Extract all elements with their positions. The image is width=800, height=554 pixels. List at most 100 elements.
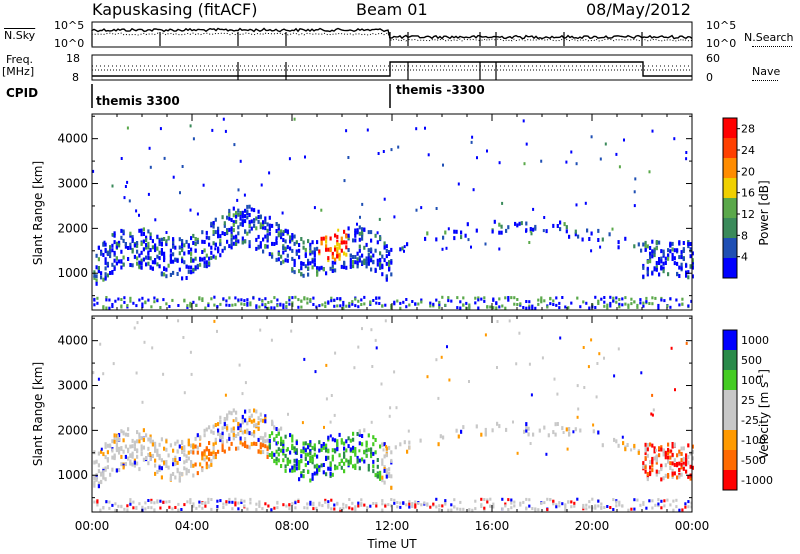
- svg-text:Power [dB]: Power [dB]: [757, 180, 771, 245]
- echo-cell: [277, 431, 280, 436]
- echo-cell: [676, 271, 679, 276]
- echo-cell: [655, 448, 657, 452]
- echo-cell: [343, 469, 346, 474]
- echo-cell: [518, 331, 521, 335]
- echo-cell: [333, 298, 336, 302]
- echo-cell: [244, 239, 247, 244]
- echo-cell: [97, 257, 100, 262]
- echo-cell: [151, 239, 154, 244]
- echo-cell: [239, 159, 242, 163]
- echo-cell: [493, 219, 496, 224]
- echo-cell: [396, 299, 399, 303]
- echo-cell: [552, 502, 555, 506]
- echo-cell: [246, 231, 249, 236]
- colorbar-frame: [722, 117, 738, 279]
- echo-cell: [248, 418, 251, 423]
- echo-cell: [114, 299, 117, 303]
- echo-cell: [259, 412, 262, 417]
- echo-cell: [141, 400, 144, 404]
- echo-cell: [214, 230, 217, 235]
- echo-cell: [453, 229, 456, 234]
- echo-cell: [653, 456, 656, 461]
- echo-cell: [100, 275, 103, 280]
- echo-cell: [646, 270, 649, 275]
- echo-cell: [258, 503, 261, 506]
- echo-cell: [178, 444, 181, 449]
- echo-cell: [543, 425, 546, 430]
- echo-cell: [135, 209, 138, 213]
- echo-cell: [277, 226, 280, 231]
- echo-cell: [393, 498, 396, 502]
- echo-cell: [271, 241, 274, 246]
- echo-cell: [93, 273, 96, 278]
- echo-cell: [127, 456, 130, 461]
- echo-cell: [187, 250, 190, 254]
- echo-cell: [558, 306, 561, 310]
- echo-cell: [390, 474, 393, 479]
- echo-cell: [597, 430, 600, 435]
- echo-cell: [618, 302, 621, 306]
- echo-cell: [680, 446, 683, 451]
- echo-cell: [115, 438, 118, 443]
- echo-cell: [546, 497, 549, 501]
- echo-cell: [97, 463, 100, 468]
- echo-cell: [501, 304, 504, 308]
- echo-cell: [374, 248, 377, 253]
- echo-cell: [486, 149, 488, 153]
- echo-cell: [154, 445, 157, 449]
- echo-cell: [379, 444, 382, 449]
- echo-cell: [136, 449, 139, 454]
- echo-cell: [270, 306, 273, 310]
- echo-cell: [135, 304, 138, 308]
- echo-cell: [276, 500, 279, 504]
- echo-cell: [342, 306, 345, 310]
- echo-cell: [555, 303, 558, 307]
- echo-cell: [304, 463, 307, 468]
- echo-cell: [365, 261, 368, 266]
- echo-cell: [345, 439, 348, 444]
- echo-cell: [304, 441, 307, 446]
- echo-cell: [286, 447, 289, 452]
- echo-cell: [460, 429, 463, 434]
- nsearch-label: N.Search: [744, 31, 794, 44]
- echo-cell: [651, 129, 654, 133]
- echo-cell: [356, 251, 359, 256]
- echo-cell: [311, 476, 314, 481]
- echo-cell: [291, 468, 294, 473]
- nave-tick-low: 0: [706, 71, 713, 84]
- echo-cell: [181, 165, 184, 168]
- echo-cell: [201, 506, 204, 510]
- echo-cell: [427, 153, 430, 157]
- echo-cell: [636, 498, 639, 502]
- echo-cell: [189, 124, 192, 128]
- echo-cell: [113, 231, 116, 236]
- echo-cell: [649, 255, 652, 260]
- echo-cell: [363, 449, 366, 454]
- echo-cell: [241, 219, 244, 224]
- echo-cell: [259, 450, 262, 455]
- echo-cell: [415, 208, 418, 212]
- echo-cell: [498, 222, 501, 227]
- echo-cell: [266, 238, 269, 243]
- echo-cell: [291, 248, 294, 253]
- echo-cell: [505, 427, 508, 432]
- echo-cell: [685, 157, 688, 161]
- echo-cell: [115, 241, 118, 246]
- echo-cell: [93, 476, 96, 481]
- echo-cell: [291, 267, 294, 272]
- echo-cell: [313, 262, 316, 267]
- echo-cell: [646, 472, 649, 476]
- echo-cell: [131, 249, 134, 254]
- echo-cell: [646, 244, 649, 249]
- echo-cell: [462, 296, 465, 300]
- echo-cell: [564, 508, 567, 512]
- echo-cell: [559, 227, 562, 232]
- echo-cell: [351, 507, 354, 511]
- echo-cell: [136, 241, 139, 245]
- echo-cell: [239, 426, 242, 431]
- echo-cell: [331, 437, 334, 442]
- echo-cell: [642, 304, 645, 308]
- echo-cell: [349, 261, 352, 266]
- echo-cell: [282, 231, 285, 236]
- echo-cell: [99, 508, 102, 512]
